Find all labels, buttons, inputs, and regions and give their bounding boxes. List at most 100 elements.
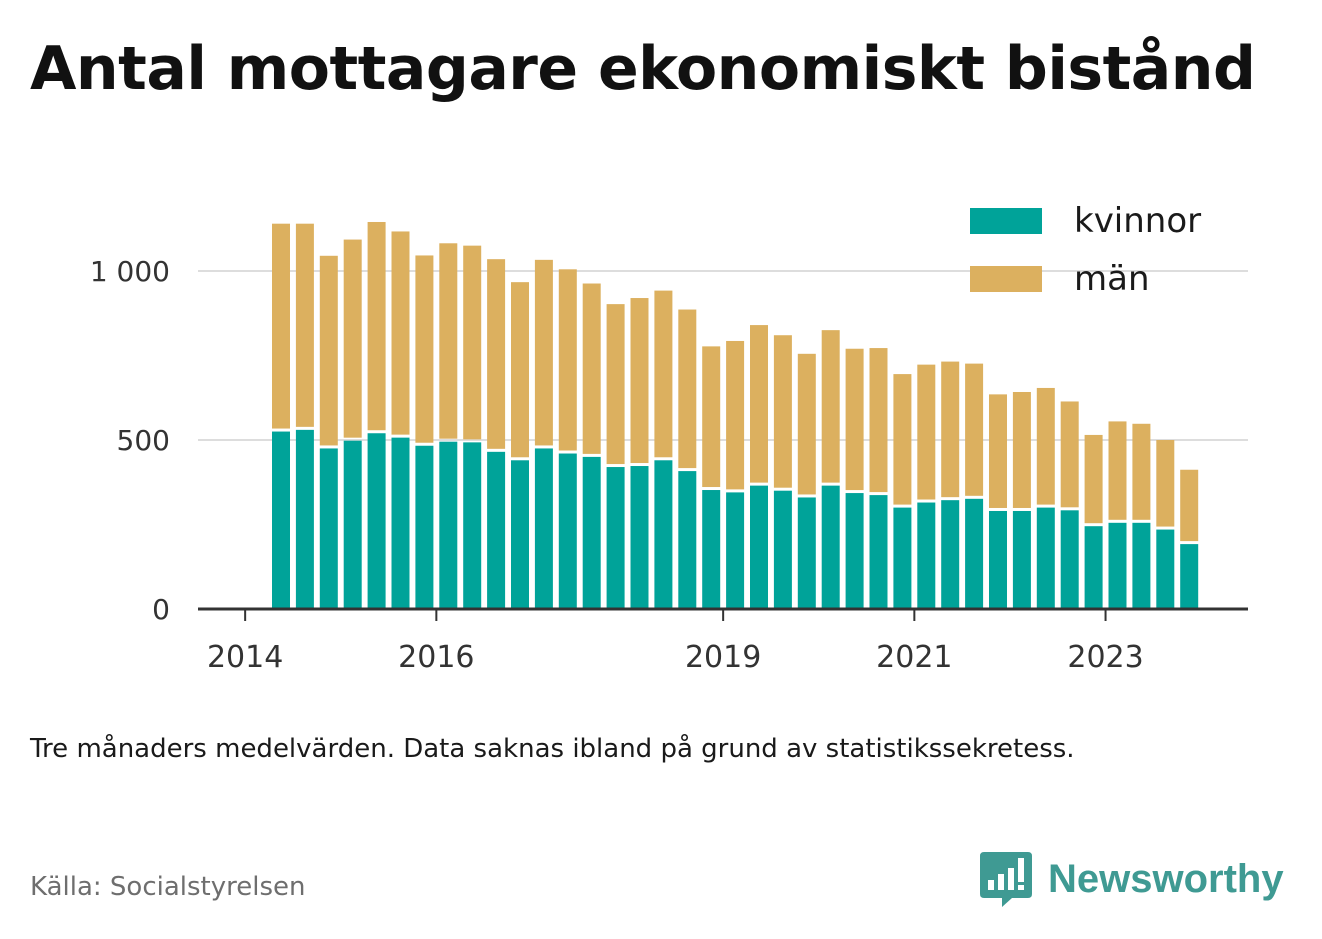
bar-kvinnor: [606, 467, 625, 609]
bar-kvinnor: [1012, 510, 1031, 609]
bar-kvinnor: [463, 442, 482, 609]
bar-kvinnor: [487, 451, 506, 609]
bar-man: [654, 290, 673, 458]
x-tick-label: 2016: [398, 640, 474, 675]
bar-kvinnor: [272, 431, 290, 609]
x-tick-label: 2021: [876, 640, 952, 675]
bar-kvinnor: [582, 456, 601, 609]
bar-man: [343, 239, 362, 438]
bar-man: [797, 353, 816, 495]
bar-man: [511, 282, 529, 458]
bar-man: [582, 283, 601, 454]
bar-man: [272, 223, 290, 429]
bar-kvinnor: [773, 490, 792, 609]
chart-title: Antal mottagare ekonomiskt bistånd: [30, 34, 1256, 104]
bar-man: [1108, 421, 1127, 520]
bar-man: [1012, 392, 1031, 508]
y-tick-label: 500: [117, 424, 170, 457]
legend-label: män: [1074, 259, 1150, 299]
legend: kvinnor män: [970, 201, 1201, 299]
bar-man: [965, 363, 984, 496]
bar-man: [463, 245, 482, 440]
bar-man: [941, 361, 960, 498]
bar-man: [1060, 401, 1079, 508]
bar-kvinnor: [917, 502, 936, 609]
x-tick-label: 2014: [207, 640, 283, 675]
bar-man: [893, 374, 912, 505]
bar-man: [487, 259, 506, 449]
bar-man: [1084, 434, 1103, 524]
bar-kvinnor: [702, 490, 721, 609]
bar-kvinnor: [1156, 529, 1175, 609]
bar-kvinnor: [654, 460, 673, 609]
chart-bubble-icon: [980, 852, 1032, 907]
y-tick-label: 1 000: [90, 255, 170, 288]
bar-kvinnor: [989, 510, 1007, 609]
newsworthy-logo: Newsworthy: [980, 850, 1284, 908]
chart: 0 500 1 000 2014 2016 2019 2021 2023 kvinnor män: [90, 201, 1248, 675]
bar-kvinnor: [319, 448, 338, 609]
bar-kvinnor: [893, 507, 912, 609]
bar-man: [773, 335, 792, 488]
bar-kvinnor: [1036, 507, 1055, 609]
bar-kvinnor: [295, 429, 314, 609]
bar-man: [845, 348, 864, 491]
chart-note: Tre månaders medelvärden. Data saknas ib…: [30, 734, 1075, 764]
source-credit: Källa: Socialstyrelsen: [30, 872, 306, 902]
bar-kvinnor: [534, 448, 553, 609]
bar-man: [630, 298, 649, 464]
bar-man: [702, 346, 721, 488]
bar-kvinnor: [750, 485, 768, 609]
bar-man: [917, 364, 936, 500]
bar-kvinnor: [558, 453, 577, 609]
bar-man: [1036, 387, 1055, 505]
bar-kvinnor: [797, 497, 816, 609]
bar-man: [415, 255, 434, 443]
bar-kvinnor: [1060, 510, 1079, 609]
bar-kvinnor: [1084, 526, 1103, 609]
bar-kvinnor: [367, 433, 386, 609]
axes: 0 500 1 000 2014 2016 2019 2021 2023: [90, 255, 1248, 675]
bar-kvinnor: [415, 445, 434, 609]
bar-man: [869, 348, 888, 493]
bar-man: [295, 223, 314, 427]
bar-kvinnor: [630, 466, 649, 609]
bar-kvinnor: [343, 440, 362, 609]
bar-man: [1132, 423, 1151, 520]
legend-swatch: [970, 208, 1042, 234]
x-tick-label: 2019: [685, 640, 761, 675]
bar-man: [606, 304, 625, 465]
bar-kvinnor: [678, 471, 697, 609]
bar-kvinnor: [845, 493, 864, 609]
bar-man: [439, 243, 458, 439]
bar-kvinnor: [1180, 544, 1199, 609]
bar-kvinnor: [869, 495, 888, 609]
legend-label: kvinnor: [1074, 201, 1201, 241]
bar-man: [750, 325, 768, 483]
bar-man: [1180, 469, 1199, 542]
bar-kvinnor: [1132, 522, 1151, 609]
bar-man: [989, 394, 1007, 508]
bar-man: [367, 221, 386, 431]
bar-kvinnor: [511, 460, 529, 609]
bar-man: [391, 231, 410, 435]
bar-man: [319, 255, 338, 446]
x-tick-label: 2023: [1067, 640, 1143, 675]
bar-kvinnor: [1108, 522, 1127, 609]
bar-man: [821, 330, 840, 483]
bar-kvinnor: [726, 492, 745, 609]
bar-man: [678, 309, 697, 469]
bars: [272, 221, 1199, 609]
bar-man: [558, 269, 577, 451]
bar-man: [1156, 440, 1175, 527]
bar-man: [726, 340, 745, 490]
legend-swatch: [970, 266, 1042, 292]
y-tick-label: 0: [152, 593, 170, 626]
bar-kvinnor: [821, 485, 840, 609]
bar-kvinnor: [439, 441, 458, 609]
logo-text: Newsworthy: [1048, 856, 1284, 901]
bar-kvinnor: [391, 437, 410, 609]
bar-kvinnor: [965, 498, 984, 609]
bar-man: [534, 259, 553, 446]
bar-kvinnor: [941, 500, 960, 609]
